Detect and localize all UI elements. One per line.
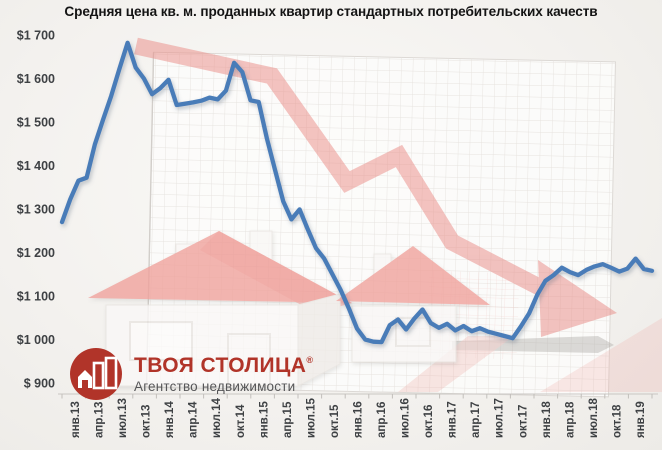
houses-watermark — [88, 230, 490, 387]
roof — [336, 246, 490, 305]
logo-name: ТВОЯ СТОЛИЦА — [134, 353, 307, 377]
x-tick-label: окт.16 — [423, 405, 435, 438]
x-tick-label: апр.15 — [282, 401, 294, 438]
house-wall — [351, 305, 457, 363]
x-tick-label: июл.14 — [211, 397, 223, 438]
y-tick-label: $1 600 — [17, 72, 55, 86]
y-tick-label: $1 200 — [17, 246, 55, 260]
x-tick-label: янв.17 — [447, 401, 459, 438]
y-tick-label: $1 500 — [17, 116, 55, 130]
logo-title: ТВОЯ СТОЛИЦА® — [134, 355, 313, 376]
x-tick-label: июл.15 — [305, 397, 317, 438]
ground-gray-arrow — [452, 336, 614, 353]
x-tick-label: янв.16 — [353, 401, 365, 438]
arrow-head — [538, 260, 617, 337]
x-tick-label: окт.13 — [141, 405, 153, 438]
x-tick-label: янв.15 — [258, 401, 270, 438]
x-tick-label: апр.16 — [376, 402, 388, 438]
house-side-wall — [297, 293, 341, 387]
x-tick-label: июл.16 — [400, 398, 412, 438]
chart-title: Средняя цена кв. м. проданных квартир ст… — [64, 4, 598, 19]
arrow-shaft — [134, 37, 549, 298]
x-tick-label: апр.13 — [94, 402, 106, 438]
logo: ТВОЯ СТОЛИЦА® Агентство недвижимости — [69, 347, 313, 401]
window — [129, 321, 193, 361]
x-axis-labels: янв.13 апр.13 июл.13 окт.13 янв.14 апр.14 июл.… — [70, 397, 647, 438]
logo-house-icon — [70, 348, 122, 400]
x-tick-label: окт.14 — [235, 404, 247, 438]
x-tick-label: апр.14 — [188, 401, 200, 438]
x-tick-label: апр.17 — [470, 402, 482, 438]
x-tick-label: окт.18 — [611, 404, 623, 438]
house-small — [336, 246, 490, 363]
x-tick-label: июл.13 — [117, 398, 129, 438]
price-line-series — [59, 40, 655, 345]
x-tick-label: янв.19 — [635, 401, 647, 438]
y-tick-label: $1 400 — [17, 159, 55, 173]
x-tick-label: июл.17 — [494, 398, 506, 438]
x-tick-label: июл.18 — [588, 397, 600, 438]
door — [227, 333, 271, 387]
x-tick-label: окт.15 — [329, 404, 341, 438]
y-tick-label: $1 700 — [17, 29, 55, 43]
x-tick-label: окт.17 — [517, 405, 529, 438]
x-tick-label: янв.18 — [541, 401, 553, 438]
y-tick-label: $ 900 — [24, 377, 55, 391]
house-large — [88, 230, 352, 387]
x-tick-label: янв.14 — [164, 401, 176, 438]
registered-mark: ® — [306, 354, 314, 365]
roof-side — [200, 231, 352, 313]
x-tick-label: апр.18 — [564, 401, 576, 438]
pink-band-corner — [540, 318, 662, 392]
logo-subtitle: Агентство недвижимости — [134, 378, 296, 394]
y-tick-label: $1 100 — [17, 290, 55, 304]
y-tick-label: $1 000 — [17, 333, 55, 347]
pink-band-bottom — [398, 336, 514, 392]
y-axis-labels: $1 700 $1 600 $1 500 $1 400 $1 300 $1 200 $1 1… — [17, 29, 55, 391]
y-tick-label: $1 300 — [17, 203, 55, 217]
x-tick-label: янв.13 — [70, 401, 82, 438]
